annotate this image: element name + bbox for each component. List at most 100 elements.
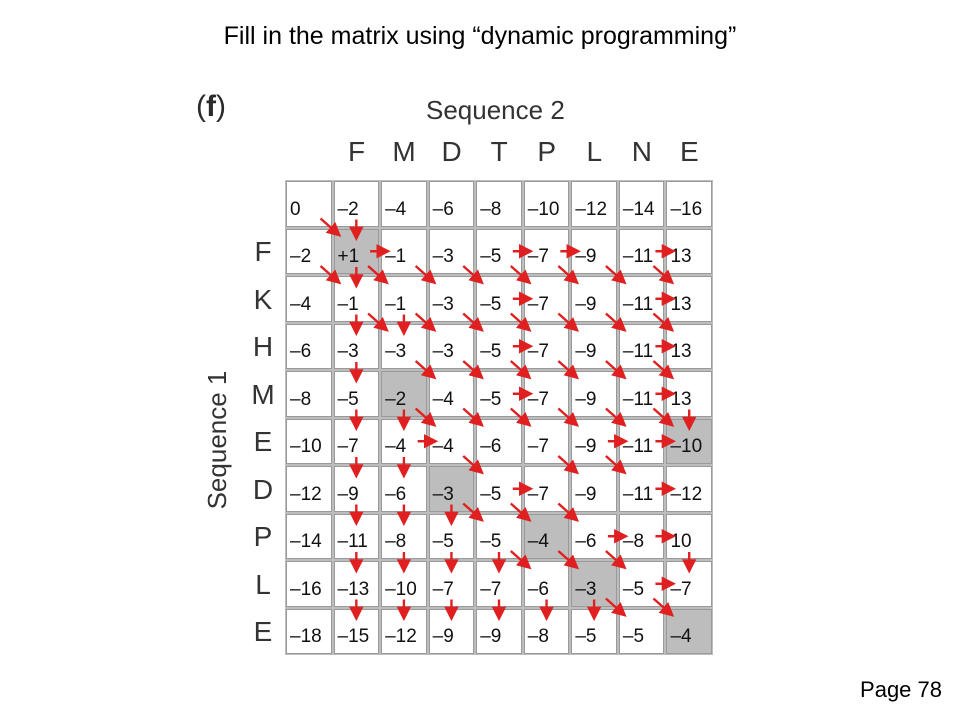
cell-score: –3 [385, 341, 407, 362]
sequence-2-letter: D [441, 136, 462, 167]
matrix-cell: –6 [428, 181, 475, 227]
arrow-diagonal [462, 312, 484, 332]
arrow-diagonal [605, 550, 627, 570]
sequence-2-letter: E [680, 136, 699, 167]
matrix-cell: –3 [381, 323, 427, 369]
arrow-diagonal [367, 312, 389, 332]
cell-score: –1 [337, 293, 359, 315]
matrix-cell: –2 [333, 181, 380, 227]
cell-score: –12 [670, 483, 703, 505]
matrix-cell: –10 [286, 418, 332, 464]
matrix-cell: 0 [286, 181, 332, 227]
arrow-diagonal [367, 265, 389, 285]
matrix-cell: –3 [428, 466, 475, 512]
cell-score: –13 [337, 578, 370, 600]
cell-score: –9 [432, 626, 454, 647]
cell-score: –7 [337, 436, 359, 457]
matrix-cell: –12 [286, 466, 332, 512]
cell-score: –11 [622, 436, 654, 457]
cell-score: –10 [670, 436, 703, 457]
arrow-diagonal [605, 265, 627, 285]
cell-score: –3 [432, 341, 454, 362]
arrow-diagonal [462, 407, 484, 427]
cell-score: –15 [337, 626, 370, 647]
cell-score: –8 [527, 626, 549, 647]
matrix-cell: –4 [666, 608, 712, 654]
matrix-cell: –16 [286, 561, 332, 607]
sequence-1-letter: P [253, 521, 273, 552]
cell-score: –9 [480, 626, 502, 647]
sequence-1-letter: E [253, 426, 273, 457]
arrow-diagonal [557, 312, 580, 332]
traceback-arrows [319, 217, 697, 622]
sequence-2-letter: P [537, 136, 557, 167]
cell-score: –5 [575, 626, 597, 647]
arrow-diagonal [319, 265, 342, 285]
matrix-cell: –16 [666, 181, 712, 227]
page-number: Page 78 [860, 677, 942, 702]
arrow-diagonal [605, 312, 627, 332]
cell-score: –9 [575, 436, 597, 457]
cell-score: –4 [290, 293, 312, 315]
cell-score: –14 [622, 198, 655, 220]
sequence-1-letter: M [251, 378, 275, 410]
cell-score: –2 [385, 388, 407, 410]
arrow-diagonal [652, 597, 675, 617]
sequence-1-letter: D [252, 473, 274, 505]
sequence-2-letter: N [631, 136, 652, 167]
panel-label: (f) [196, 90, 226, 123]
cell-score: –5 [480, 388, 502, 410]
cell-score: 0 [290, 198, 301, 220]
cell-score: –5 [432, 531, 454, 552]
cell-score: –5 [480, 341, 502, 362]
cell-score: –11 [622, 388, 654, 410]
cell-score: –3 [432, 293, 454, 315]
matrix-cell: –3 [428, 228, 475, 274]
cell-score: –3 [337, 341, 359, 362]
sequence-1-letter: E [253, 616, 273, 647]
arrow-diagonal [605, 597, 627, 617]
cell-score: –10 [385, 578, 417, 600]
cell-score: –2 [337, 198, 359, 220]
matrix-cell: –7 [523, 323, 570, 369]
cell-score: –8 [385, 531, 407, 552]
cell-score: –4 [432, 388, 454, 410]
cell-score: –9 [575, 388, 597, 410]
sequence-1-letter: H [252, 331, 274, 362]
cell-score: –12 [290, 483, 322, 505]
cell-score: –7 [527, 436, 549, 457]
cell-score: –8 [480, 198, 502, 220]
cell-score: –9 [337, 483, 359, 505]
matrix-cell: –14 [618, 181, 665, 227]
arrow-diagonal [509, 312, 532, 332]
cell-score: –10 [290, 436, 322, 457]
cell-score: –3 [432, 246, 454, 267]
sequence-1-letter: F [254, 236, 272, 267]
matrix-cell: –12 [381, 608, 427, 654]
matrix-cell: –1 [381, 276, 427, 322]
cell-score: –5 [480, 483, 502, 505]
cell-score: –8 [290, 388, 312, 410]
matrix-cell: –6 [286, 323, 332, 369]
cell-score: –6 [480, 436, 502, 457]
sequence-2-letter: T [490, 136, 508, 167]
cell-score: –9 [575, 293, 597, 315]
cell-score: –11 [622, 483, 654, 505]
arrow-diagonal [557, 455, 580, 475]
arrow-diagonal [652, 407, 675, 427]
arrow-diagonal [557, 550, 580, 570]
cell-score: –16 [670, 198, 703, 220]
sequence-2-letter: F [347, 136, 366, 167]
cell-score: –3 [432, 483, 454, 505]
cell-score: –9 [575, 483, 597, 505]
matrix-cell: –4 [286, 276, 332, 322]
cell-score: –3 [575, 578, 597, 600]
cell-score: +1 [337, 246, 360, 267]
cell-score: –11 [622, 341, 654, 362]
cell-score: –5 [480, 246, 502, 267]
arrow-diagonal [557, 265, 580, 285]
matrix-cell: –10 [523, 181, 570, 227]
matrix-cell: –2 [381, 371, 427, 417]
cell-score: –6 [527, 578, 549, 600]
